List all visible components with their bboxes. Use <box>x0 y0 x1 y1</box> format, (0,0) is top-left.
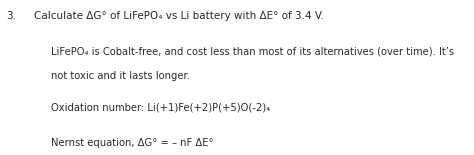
Text: 3.: 3. <box>6 11 16 21</box>
Text: Nernst equation, ΔG° = – nF ΔE°: Nernst equation, ΔG° = – nF ΔE° <box>51 138 214 148</box>
Text: Calculate ΔG° of LiFePO₄ vs Li battery with ΔE° of 3.4 V.: Calculate ΔG° of LiFePO₄ vs Li battery w… <box>34 11 324 21</box>
Text: Oxidation number: Li(+1)Fe(+2)P(+5)O(-2)₄: Oxidation number: Li(+1)Fe(+2)P(+5)O(-2)… <box>51 102 270 112</box>
Text: not toxic and it lasts longer.: not toxic and it lasts longer. <box>51 71 190 81</box>
Text: LiFePO₄ is Cobalt-free, and cost less than most of its alternatives (over time).: LiFePO₄ is Cobalt-free, and cost less th… <box>51 46 454 57</box>
